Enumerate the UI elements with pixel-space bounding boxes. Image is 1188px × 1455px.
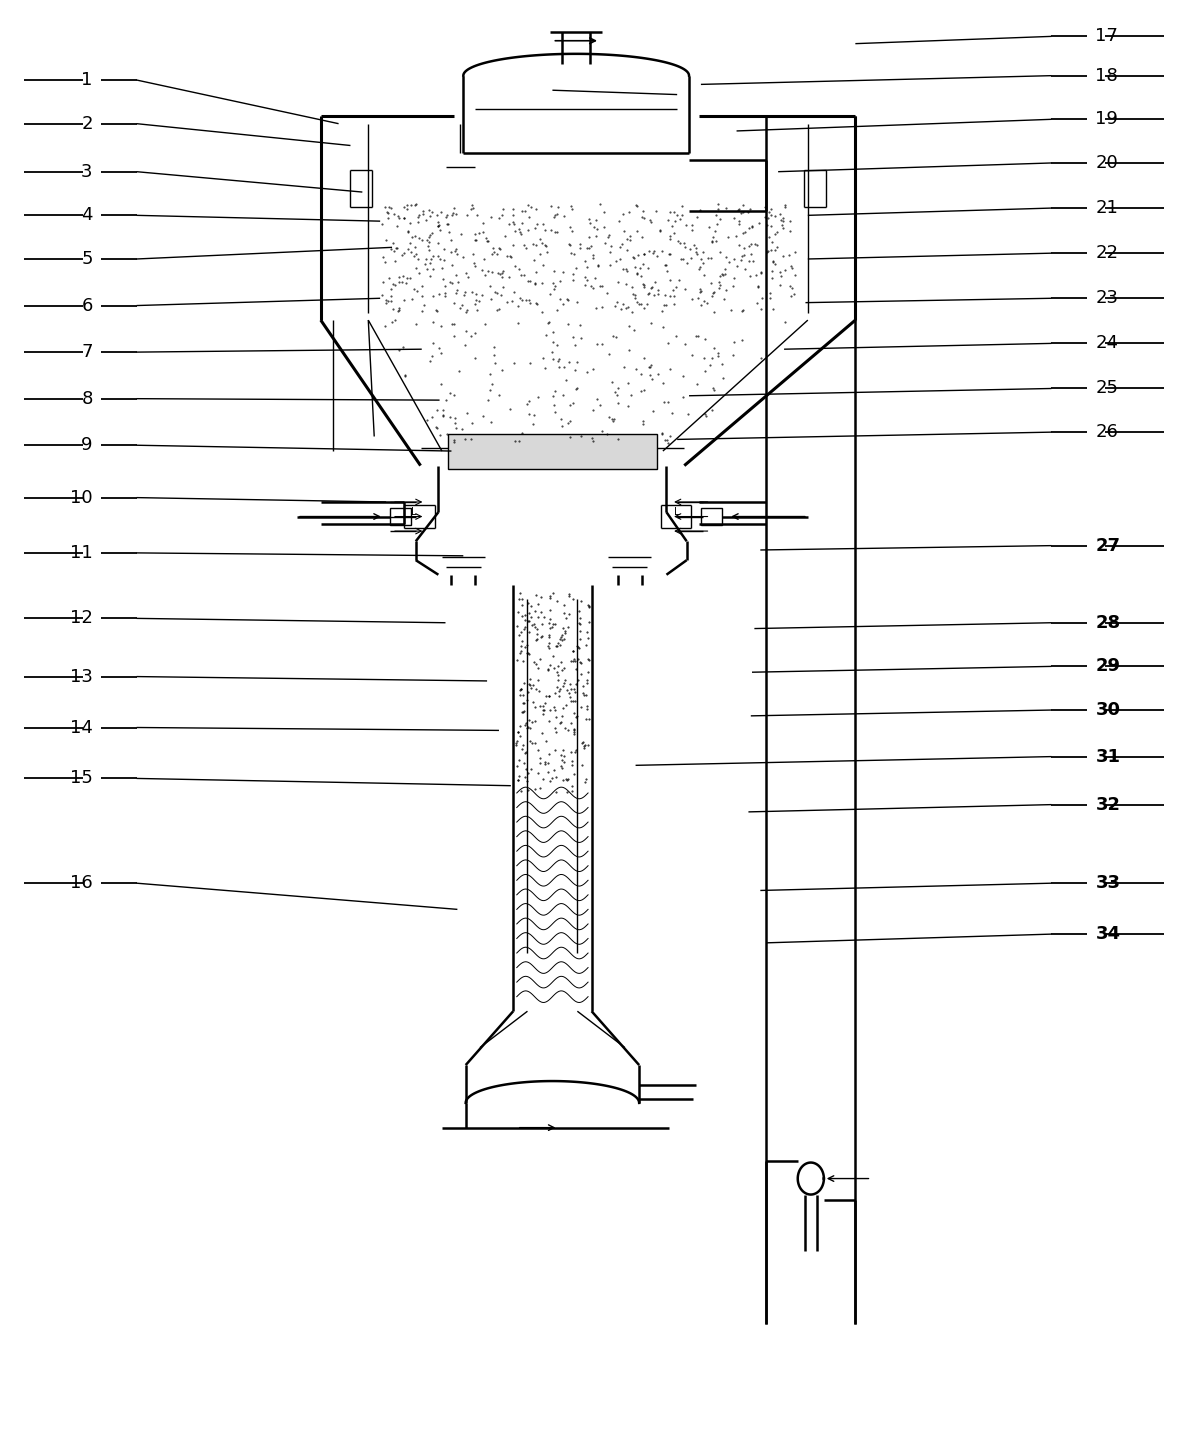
Text: 4: 4 [81,207,93,224]
Text: 32: 32 [1095,796,1120,813]
Text: 30: 30 [1095,701,1120,719]
Text: 23: 23 [1095,290,1118,307]
Text: 31: 31 [1095,748,1120,765]
Bar [701,508,722,525]
Text: 15: 15 [70,770,93,787]
Text: L: L [675,508,680,517]
Bar [390,508,411,525]
Text: 18: 18 [1095,67,1118,84]
Text: 14: 14 [70,719,93,736]
Text: 29: 29 [1095,658,1120,675]
Text: 27: 27 [1095,537,1120,554]
Text: 7: 7 [81,343,93,361]
Text: 6: 6 [81,297,93,314]
Text: 1: 1 [81,71,93,89]
Text: 22: 22 [1095,244,1118,262]
Text: 21: 21 [1095,199,1118,217]
Text: 25: 25 [1095,380,1118,397]
Text: L: L [411,508,416,517]
Text: 8: 8 [81,390,93,407]
Text: 33: 33 [1095,874,1120,892]
Bar [448,434,657,469]
Text: 9: 9 [81,436,93,454]
Text: 5: 5 [81,250,93,268]
Text: 10: 10 [70,489,93,506]
Text: 34: 34 [1095,925,1120,943]
Text: 2: 2 [81,115,93,132]
Text: 20: 20 [1095,154,1118,172]
Text: 24: 24 [1095,335,1118,352]
Text: 17: 17 [1095,28,1118,45]
Text: 19: 19 [1095,111,1118,128]
Text: 3: 3 [81,163,93,180]
Text: 11: 11 [70,544,93,562]
Text: 28: 28 [1095,614,1120,631]
Text: 16: 16 [70,874,93,892]
Text: 26: 26 [1095,423,1118,441]
Text: 12: 12 [70,610,93,627]
Text: 13: 13 [70,668,93,685]
